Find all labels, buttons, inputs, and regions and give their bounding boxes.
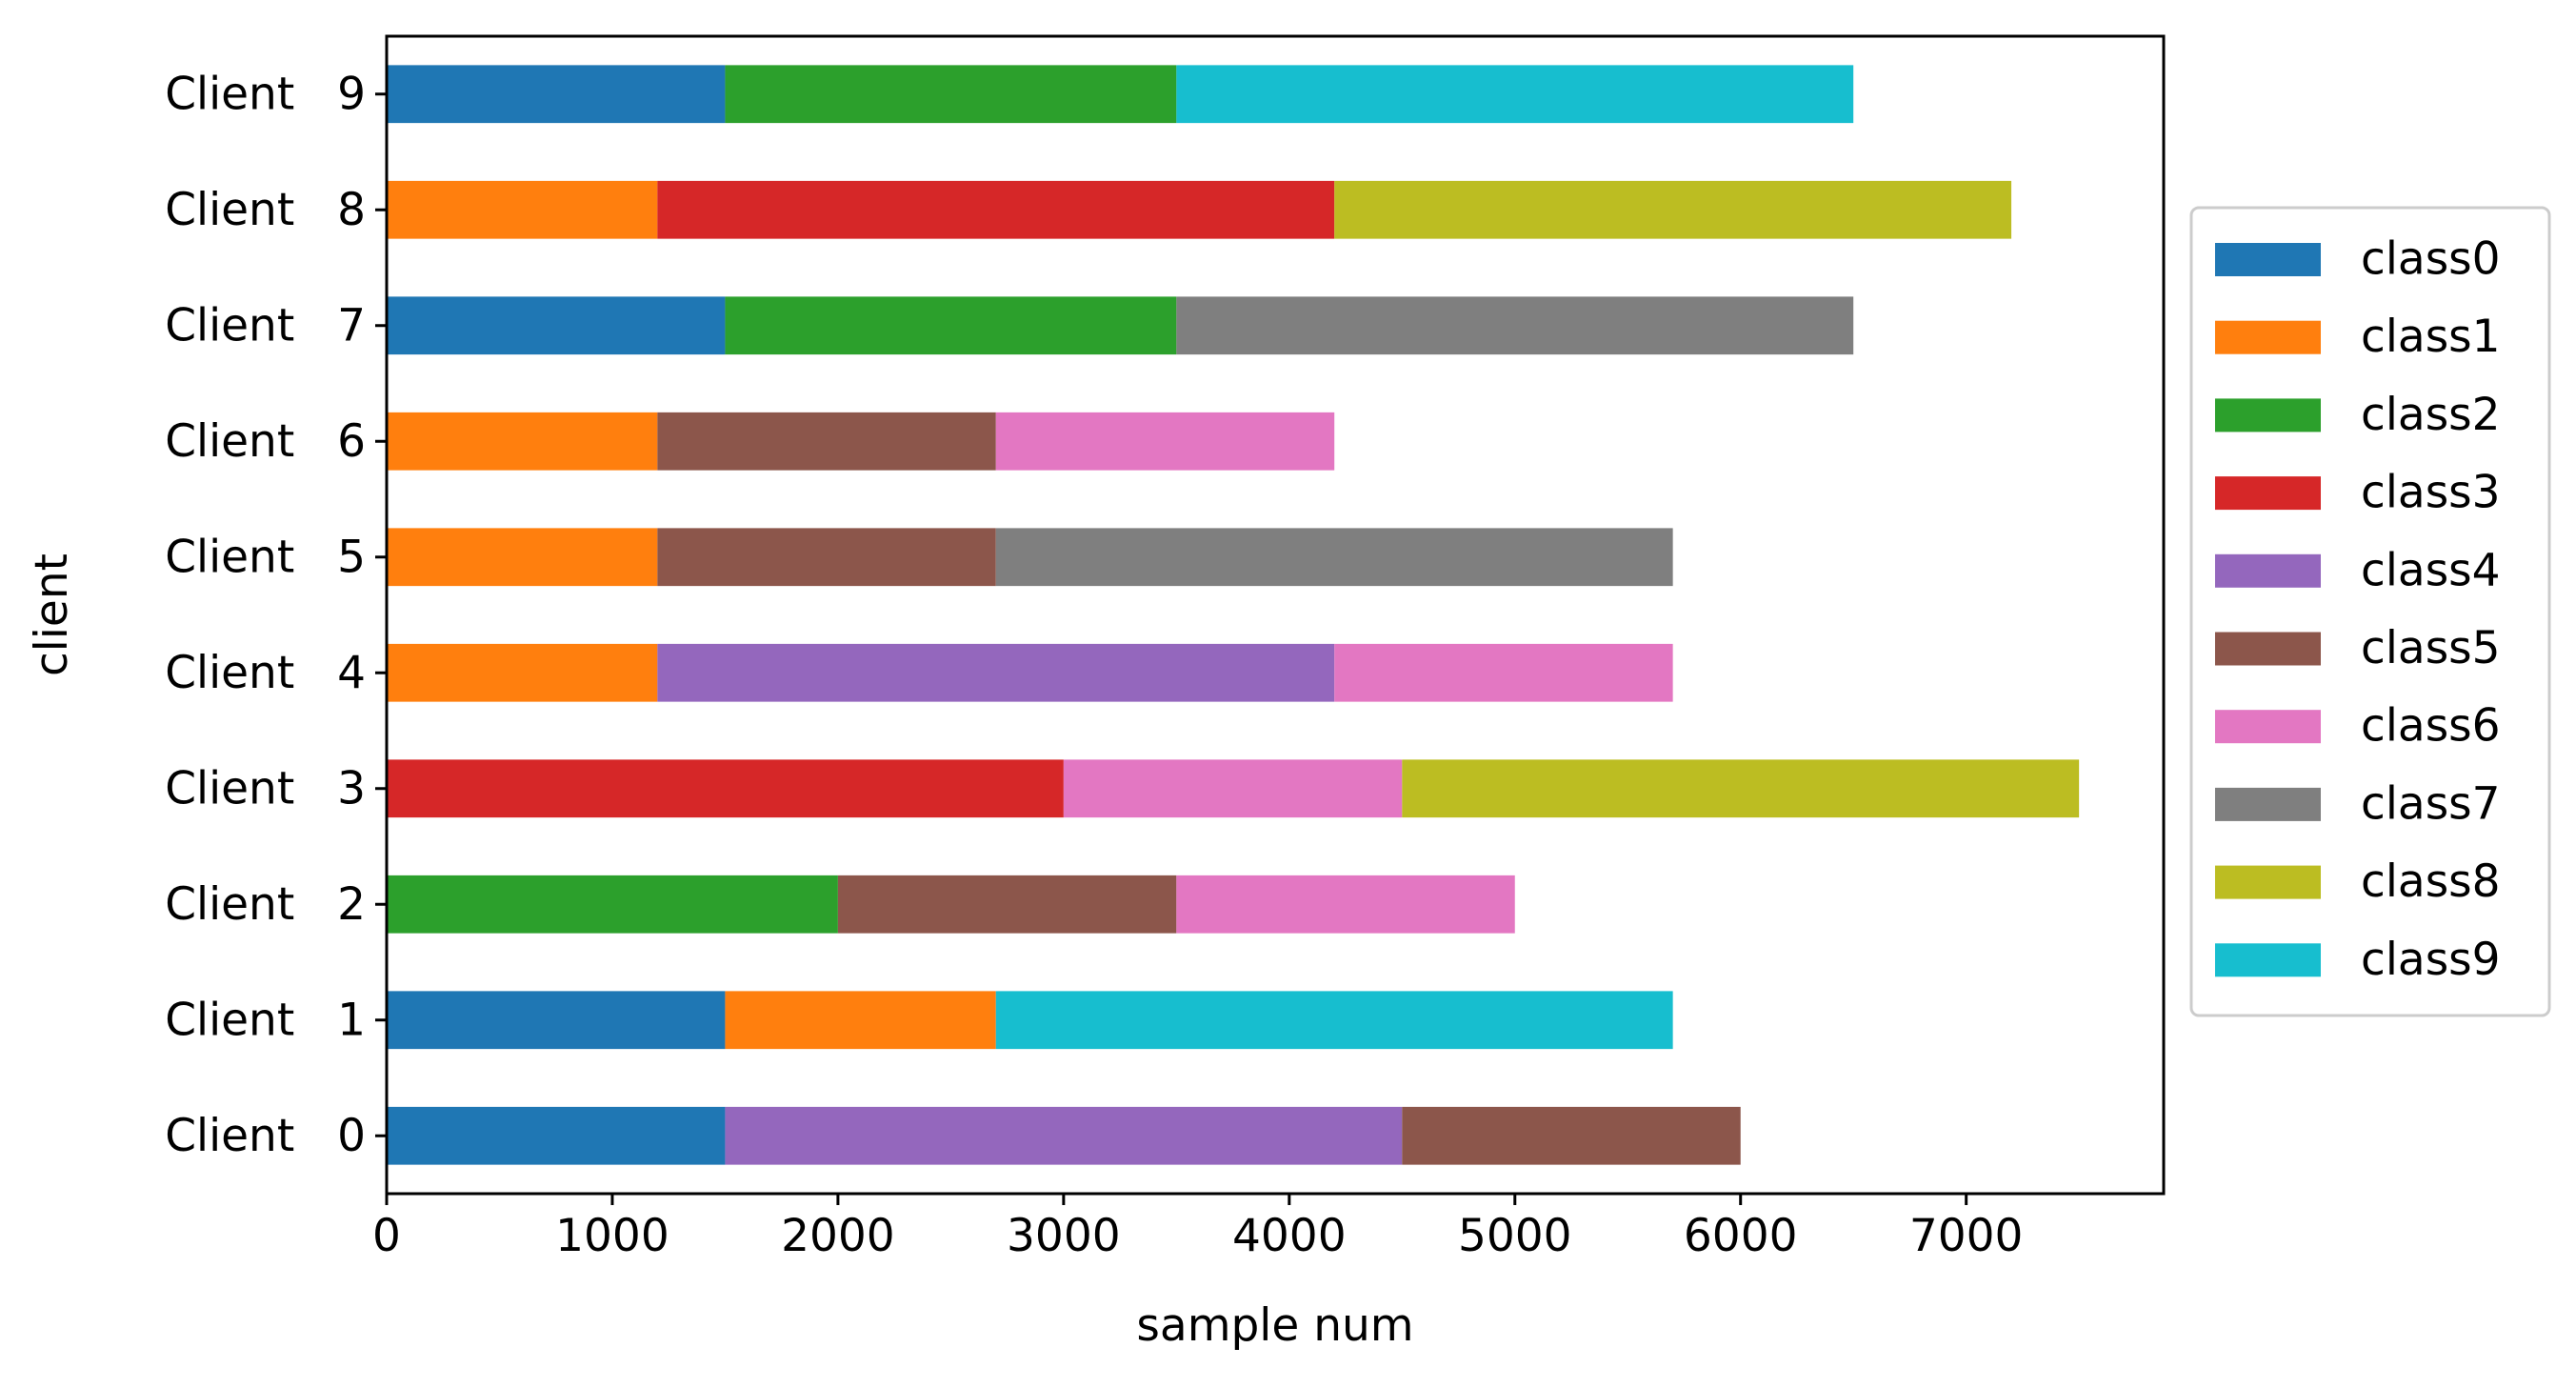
y-axis-label: client bbox=[26, 553, 78, 676]
x-tick-label: 6000 bbox=[1684, 1210, 1798, 1262]
bar-client6-class5 bbox=[657, 412, 996, 471]
y-tick-label: Client 7 bbox=[165, 299, 366, 352]
bar-client9-class2 bbox=[725, 65, 1177, 124]
legend-label-class7: class7 bbox=[2361, 777, 2501, 830]
bar-client9-class0 bbox=[387, 65, 726, 124]
y-tick-label: Client 8 bbox=[165, 184, 366, 236]
bar-client6-class1 bbox=[387, 412, 658, 471]
legend-label-class2: class2 bbox=[2361, 389, 2501, 441]
bar-client1-class9 bbox=[995, 991, 1673, 1050]
bar-client2-class6 bbox=[1176, 875, 1515, 934]
bar-client4-class6 bbox=[1334, 643, 1673, 702]
legend-swatch-class1 bbox=[2215, 320, 2321, 354]
bar-client1-class1 bbox=[725, 991, 996, 1050]
legend-swatch-class2 bbox=[2215, 398, 2321, 432]
legend-label-class5: class5 bbox=[2361, 622, 2501, 674]
plot-frame bbox=[385, 34, 2166, 1196]
y-tick-label: Client 0 bbox=[165, 1110, 366, 1162]
legend-swatch-class3 bbox=[2215, 476, 2321, 511]
x-axis-label: sample num bbox=[1136, 1299, 1413, 1352]
x-axis: 0 1000 2000 3000 4000 5000 6000 7000 bbox=[372, 1194, 2023, 1262]
bar-client5-class1 bbox=[387, 528, 658, 587]
bar-client5-class5 bbox=[657, 528, 996, 587]
bar-client0-class4 bbox=[725, 1106, 1403, 1165]
x-tick-label: 3000 bbox=[1007, 1210, 1121, 1262]
legend-label-class0: class0 bbox=[2361, 233, 2501, 286]
y-tick-label: Client 9 bbox=[165, 68, 366, 120]
legend-label-class6: class6 bbox=[2361, 700, 2501, 753]
x-tick-label: 5000 bbox=[1458, 1210, 1572, 1262]
bar-client2-class2 bbox=[387, 875, 838, 934]
y-tick-label: Client 2 bbox=[165, 878, 366, 931]
legend-label-class1: class1 bbox=[2361, 311, 2501, 363]
bar-client9-class9 bbox=[1176, 65, 1854, 124]
legend-swatch-class7 bbox=[2215, 787, 2321, 821]
bar-client4-class1 bbox=[387, 643, 658, 702]
legend-swatch-class0 bbox=[2215, 243, 2321, 276]
legend-swatch-class8 bbox=[2215, 865, 2321, 899]
bar-client8-class8 bbox=[1334, 180, 2012, 239]
bar-client3-class8 bbox=[1402, 759, 2080, 818]
bar-client8-class3 bbox=[657, 180, 1335, 239]
bars-group bbox=[387, 65, 2080, 1165]
bar-client7-class2 bbox=[725, 296, 1177, 355]
legend-label-class8: class8 bbox=[2361, 855, 2501, 908]
bar-client8-class1 bbox=[387, 180, 658, 239]
bar-client4-class4 bbox=[657, 643, 1335, 702]
bar-client0-class5 bbox=[1402, 1106, 1741, 1165]
bar-client5-class7 bbox=[995, 528, 1673, 587]
bar-client7-class7 bbox=[1176, 296, 1854, 355]
y-tick-label: Client 1 bbox=[165, 994, 366, 1046]
x-tick-label: 0 bbox=[372, 1210, 401, 1262]
x-tick-label: 7000 bbox=[1909, 1210, 2024, 1262]
legend-swatch-class9 bbox=[2215, 943, 2321, 977]
bar-client1-class0 bbox=[387, 991, 726, 1050]
bar-client3-class3 bbox=[387, 759, 1064, 818]
y-tick-label: Client 3 bbox=[165, 762, 366, 815]
y-tick-label: Client 4 bbox=[165, 647, 366, 699]
bar-client0-class0 bbox=[387, 1106, 726, 1165]
legend-swatch-class6 bbox=[2215, 710, 2321, 744]
bar-client6-class6 bbox=[995, 412, 1335, 471]
bar-client2-class5 bbox=[837, 875, 1177, 934]
legend-label-class9: class9 bbox=[2361, 934, 2501, 986]
y-tick-label: Client 5 bbox=[165, 531, 366, 583]
legend-swatch-class5 bbox=[2215, 632, 2321, 666]
x-tick-label: 4000 bbox=[1232, 1210, 1347, 1262]
bar-client7-class0 bbox=[387, 296, 726, 355]
bar-client3-class6 bbox=[1063, 759, 1403, 818]
legend: class0 class1 class2 class3 class4 class5 clas… bbox=[2189, 206, 2551, 1017]
legend-swatch-class4 bbox=[2215, 553, 2321, 588]
y-tick-label: Client 6 bbox=[165, 415, 366, 468]
x-tick-label: 1000 bbox=[555, 1210, 669, 1262]
legend-label-class4: class4 bbox=[2361, 544, 2501, 596]
legend-label-class3: class3 bbox=[2361, 467, 2501, 519]
y-axis: Client 0 Client 1 Client 2 Client 3 Client 4… bbox=[165, 68, 387, 1162]
x-tick-label: 2000 bbox=[781, 1210, 895, 1262]
